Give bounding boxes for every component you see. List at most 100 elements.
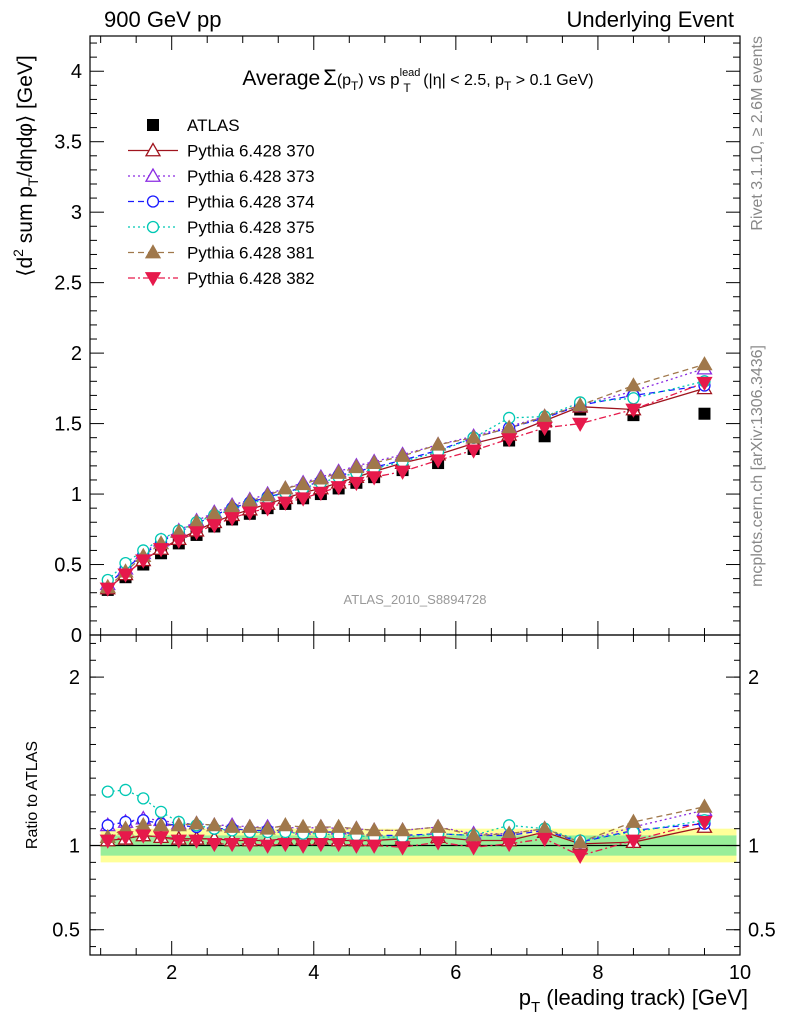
data-point	[501, 837, 518, 853]
legend-marker	[144, 167, 162, 182]
main-axes: 0 0.5 1 1.5 2 2.5 3 3.5 4	[54, 36, 741, 647]
data-point	[294, 492, 312, 507]
data-point	[294, 475, 312, 491]
data-point	[99, 834, 116, 849]
x-tick-label: 4	[308, 962, 319, 984]
data-point	[135, 554, 152, 569]
ratio-y-tick-label: 2	[69, 667, 80, 689]
data-point	[348, 839, 365, 854]
data-point	[625, 403, 642, 418]
data-point	[625, 377, 642, 392]
series-line	[107, 368, 705, 585]
data-point	[206, 505, 223, 520]
data-point	[625, 834, 642, 849]
legend-label: Pythia 6.428 370	[187, 142, 315, 161]
title-part: T	[403, 81, 411, 95]
data-point	[348, 458, 365, 474]
ylabel-part: T	[25, 177, 41, 186]
title-part: T	[351, 79, 359, 93]
data-point	[312, 818, 329, 833]
y-tick-label: 1.5	[54, 414, 82, 436]
series-line	[107, 363, 705, 588]
ratio-y-tick-label-right: 2	[748, 667, 759, 689]
xlabel: pT (leading track) [GeV]	[519, 985, 748, 1016]
data-point	[223, 818, 241, 833]
data-point	[572, 849, 589, 864]
data-point	[223, 512, 241, 527]
legend-label: Pythia 6.428 382	[187, 269, 315, 288]
series-line	[107, 809, 705, 843]
data-point	[696, 376, 713, 392]
data-point	[206, 519, 223, 534]
data-point	[223, 498, 241, 513]
data-point	[241, 837, 258, 853]
ylabel-part: ⟨d	[14, 257, 37, 277]
xlabel-part: (leading track) [GeV]	[540, 985, 748, 1010]
data-point	[312, 470, 329, 485]
data-point	[170, 834, 187, 849]
legend-label: ATLAS	[187, 116, 240, 135]
data-point	[536, 408, 553, 423]
ratio-y-tick-label: 0.5	[52, 920, 80, 942]
legend-marker	[144, 244, 162, 259]
data-point	[277, 480, 294, 495]
data-point	[170, 817, 187, 832]
legend-marker	[144, 272, 162, 287]
data-point	[312, 486, 329, 501]
data-point	[366, 471, 383, 486]
x-tick-label: 6	[450, 962, 461, 984]
title-part: T	[504, 79, 512, 93]
data-point	[348, 820, 365, 835]
data-point	[394, 822, 411, 837]
x-tick-label: 10	[729, 962, 751, 984]
data-point	[696, 356, 713, 371]
data-point	[312, 837, 329, 853]
data-point	[101, 785, 114, 798]
data-point	[330, 818, 347, 833]
data-point	[152, 817, 170, 832]
data-point	[137, 792, 150, 805]
ylabel-part: /dηdφ⟩ [GeV]	[14, 55, 37, 177]
data-point	[206, 817, 223, 832]
series-line	[107, 387, 705, 589]
ylabel-part: 2	[10, 249, 26, 257]
y-tick-label: 0.5	[54, 555, 82, 577]
legend-label: Pythia 6.428 375	[187, 218, 315, 237]
series-line	[107, 819, 705, 843]
title-part: Average	[242, 67, 320, 90]
data-point	[188, 815, 205, 830]
legend-label: Pythia 6.428 374	[187, 193, 315, 212]
y-tick-label: 2.5	[54, 273, 82, 295]
event-type-label: Underlying Event	[566, 7, 734, 32]
data-point	[429, 436, 447, 451]
xlabel-part: p	[519, 985, 531, 1010]
data-point	[99, 582, 116, 597]
data-point	[277, 496, 294, 511]
xlabel-part: T	[531, 999, 540, 1016]
data-point	[394, 841, 411, 856]
data-point	[501, 433, 518, 448]
y-tick-label: 3.5	[54, 132, 82, 154]
title-part: (|η| < 2.5, p	[419, 72, 504, 89]
y-tick-label: 3	[71, 202, 82, 224]
data-point	[277, 817, 294, 832]
data-point	[117, 568, 134, 583]
title-part: (p	[337, 72, 351, 89]
data-point	[241, 818, 258, 833]
analysis-watermark: ATLAS_2010_S8894728	[344, 592, 487, 607]
data-point	[241, 492, 258, 508]
ratio-y-tick-label-right: 1	[748, 836, 759, 858]
data-point	[294, 818, 312, 833]
legend-marker	[146, 220, 160, 234]
data-point	[277, 837, 294, 853]
series-line	[107, 380, 705, 581]
data-point	[152, 543, 170, 558]
x-tick-label: 8	[592, 962, 603, 984]
ratio-y-tick-label: 1	[69, 836, 80, 858]
data-point	[154, 805, 168, 818]
y-tick-label: 0	[71, 625, 82, 647]
ratio-bands	[90, 828, 740, 863]
data-point	[366, 839, 383, 854]
data-point	[625, 813, 642, 828]
